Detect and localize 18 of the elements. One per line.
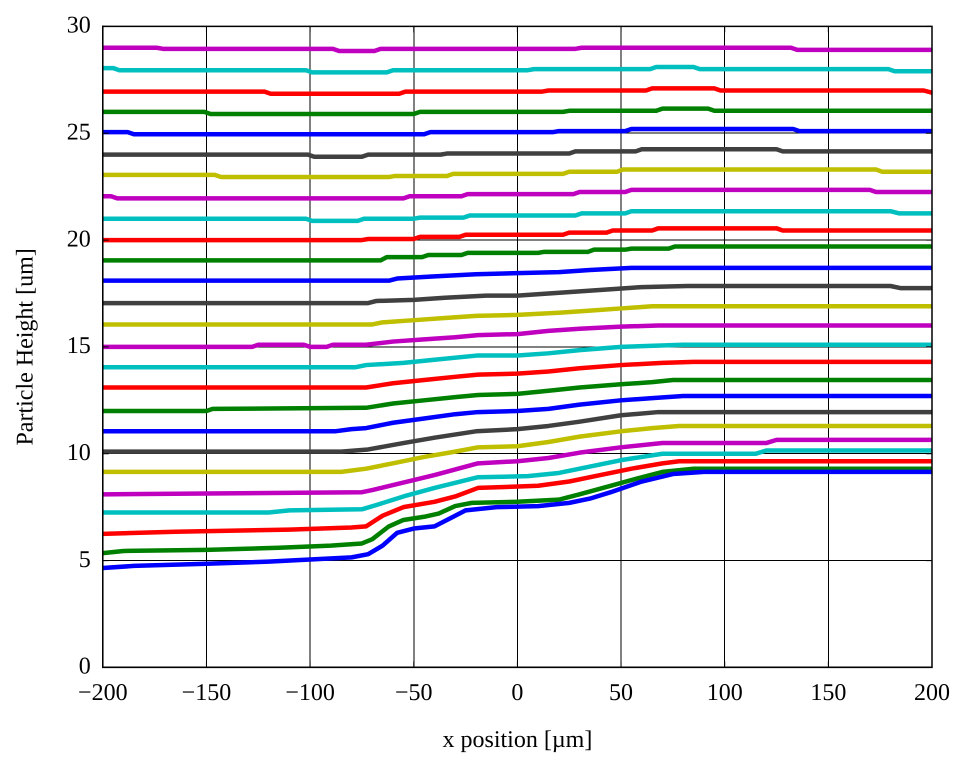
x-tick-label: 50	[609, 680, 634, 706]
x-tick-label: 100	[706, 680, 743, 706]
x-tick-label: −100	[285, 680, 335, 706]
x-tick-label: 0	[511, 680, 524, 706]
x-axis-title: x position [µm]	[442, 726, 592, 753]
y-tick-label: 30	[66, 12, 91, 39]
y-tick-label: 5	[78, 546, 91, 573]
y-tick-label: 20	[66, 226, 91, 252]
x-tick-label: 200	[914, 680, 950, 706]
y-tick-label: 10	[66, 440, 91, 466]
x-tick-label: −150	[182, 680, 232, 706]
x-tick-label: 150	[810, 680, 846, 706]
y-tick-label: 15	[66, 333, 91, 360]
y-tick-label: 25	[66, 120, 91, 146]
x-tick-label: −50	[394, 680, 433, 706]
y-tick-label: 0	[78, 654, 91, 680]
x-tick-label: −200	[78, 680, 128, 706]
y-axis-title: Particle Height [um]	[12, 248, 39, 446]
